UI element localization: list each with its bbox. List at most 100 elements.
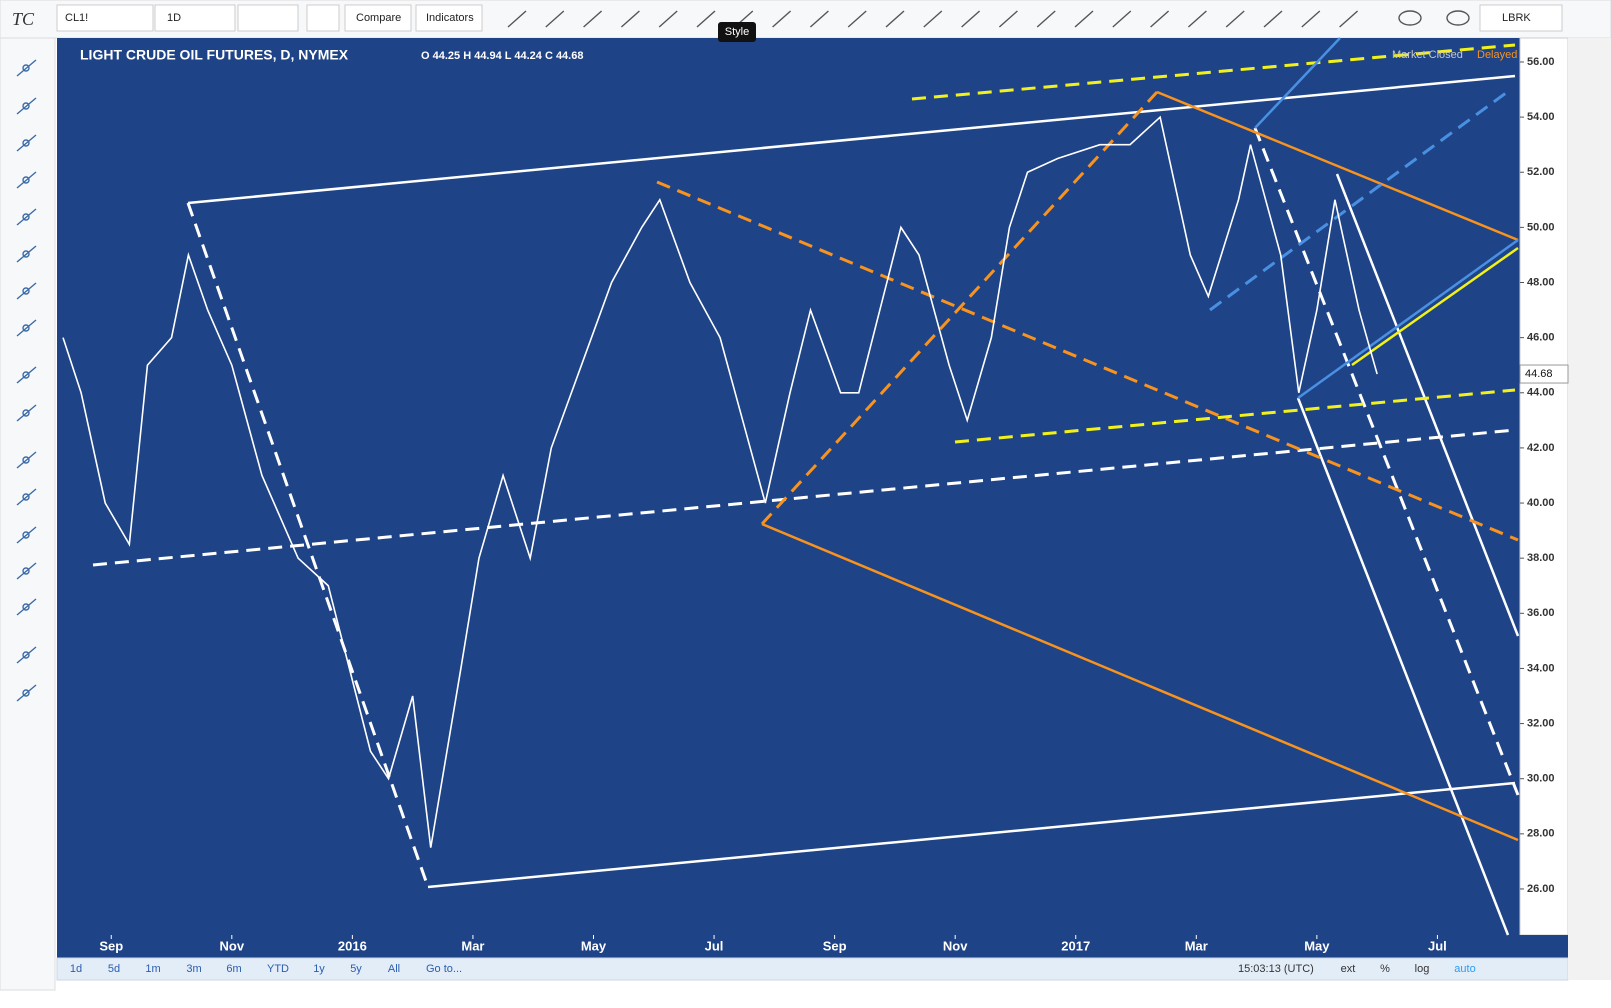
tool-dot	[22, 651, 30, 659]
bottom-controls: 1d 5d 1m 3m 6m YTD 1y 5y All Go to... 15:03:13 (UT…	[70, 963, 1476, 975]
axis-option[interactable]: auto	[1454, 963, 1475, 975]
price-plot	[62, 115, 1378, 848]
trend-line	[954, 388, 1516, 444]
x-tick-label: May	[581, 938, 607, 953]
tool-dot	[22, 493, 30, 501]
indicators[interactable]: Indicators	[426, 12, 474, 24]
tool-icon	[16, 526, 37, 544]
y-tick-label: 26.00	[1527, 883, 1555, 895]
trend-line	[761, 522, 1519, 842]
x-tick-label: Mar	[1185, 938, 1208, 953]
account[interactable]: LBRK	[1502, 12, 1531, 24]
y-tick-label: 42.00	[1527, 442, 1555, 454]
axis-option[interactable]: ext	[1341, 963, 1356, 975]
tool-icon	[998, 10, 1018, 28]
tool-dot	[22, 139, 30, 147]
range-button[interactable]: 5y	[350, 963, 362, 975]
symbol-box[interactable]	[56, 4, 154, 32]
tool-dot	[22, 287, 30, 295]
last-price-box	[1519, 364, 1569, 384]
compare[interactable]: Compare	[356, 12, 401, 24]
trend-line	[760, 90, 1159, 526]
logo[interactable]: TC	[12, 9, 35, 29]
trend-line	[1156, 90, 1519, 242]
trend-line	[187, 74, 1516, 205]
trend-line	[427, 781, 1516, 889]
axis-option[interactable]: %	[1380, 963, 1390, 975]
tool-icon	[1150, 10, 1170, 28]
range-button[interactable]: 1m	[145, 963, 160, 975]
clock: 15:03:13 (UTC)	[1238, 963, 1314, 975]
tool-dot	[22, 176, 30, 184]
cloud-icon	[1398, 10, 1422, 26]
tool-dot	[22, 371, 30, 379]
market-status: Market Closed	[1392, 49, 1463, 61]
tool-icon	[809, 10, 829, 28]
x-tick-label: 2016	[338, 938, 367, 953]
range-button[interactable]: All	[388, 963, 400, 975]
tool-dot	[22, 567, 30, 575]
y-tick-label: 50.00	[1527, 221, 1555, 233]
tool-dot	[22, 324, 30, 332]
settings-button[interactable]	[306, 4, 340, 32]
range-button[interactable]: YTD	[267, 963, 289, 975]
chart-style-button[interactable]	[237, 4, 299, 32]
data-feed: Delayed	[1477, 49, 1517, 61]
interval[interactable]: 1D	[167, 12, 181, 24]
range-button[interactable]: 1y	[313, 963, 325, 975]
y-tick-label: 46.00	[1527, 332, 1555, 344]
account-box[interactable]	[1479, 4, 1563, 32]
indicators-button[interactable]	[415, 4, 483, 32]
trend-line	[1253, 127, 1520, 796]
tool-icon	[1263, 10, 1283, 28]
tool-icon	[16, 366, 37, 384]
tool-dot	[22, 213, 30, 221]
interval-box[interactable]	[154, 4, 236, 32]
x-tick-label: 2017	[1061, 938, 1090, 953]
tooltip	[718, 22, 756, 42]
tool-icon	[885, 10, 905, 28]
tool-icon	[16, 97, 37, 115]
tool-icon	[847, 10, 867, 28]
y-tick-label: 52.00	[1527, 166, 1555, 178]
tool-icon	[16, 134, 37, 152]
tool-dot	[22, 409, 30, 417]
tool-dot	[22, 603, 30, 611]
trend-line	[1297, 238, 1519, 400]
tool-dot	[22, 250, 30, 258]
trend-line	[656, 180, 1519, 542]
range-button[interactable]: 3m	[186, 963, 201, 975]
tool-icon	[16, 171, 37, 189]
y-tick-label: 28.00	[1527, 828, 1555, 840]
compare-button[interactable]	[344, 4, 412, 32]
range-button[interactable]: 6m	[226, 963, 241, 975]
plot-area	[57, 38, 1520, 935]
tool-icon	[16, 319, 37, 337]
x-tick-label: Nov	[943, 938, 968, 953]
symbol[interactable]: CL1!	[65, 12, 88, 24]
y-tick-label: 38.00	[1527, 552, 1555, 564]
tool-icon	[16, 598, 37, 616]
x-tick-label: May	[1304, 938, 1330, 953]
trend-line	[92, 428, 1516, 567]
tool-icon	[1225, 10, 1245, 28]
tool-icon	[16, 684, 37, 702]
trend-line	[1209, 88, 1511, 312]
tool-icon	[1339, 10, 1359, 28]
y-tick-label: 34.00	[1527, 662, 1555, 674]
tool-icon	[1187, 10, 1207, 28]
tool-icon	[923, 10, 943, 28]
x-tick-label: Sep	[99, 938, 123, 953]
axis-option[interactable]: log	[1415, 963, 1430, 975]
tool-icon	[545, 10, 565, 28]
goto-button[interactable]: Go to...	[426, 963, 462, 975]
trend-line	[186, 202, 430, 888]
tool-dot	[22, 456, 30, 464]
range-button[interactable]: 1d	[70, 963, 82, 975]
range-button[interactable]: 5d	[108, 963, 120, 975]
scroll-strip	[1568, 38, 1611, 980]
price-line	[62, 115, 1378, 848]
time-axis	[57, 935, 1568, 958]
trend-line	[911, 43, 1516, 101]
